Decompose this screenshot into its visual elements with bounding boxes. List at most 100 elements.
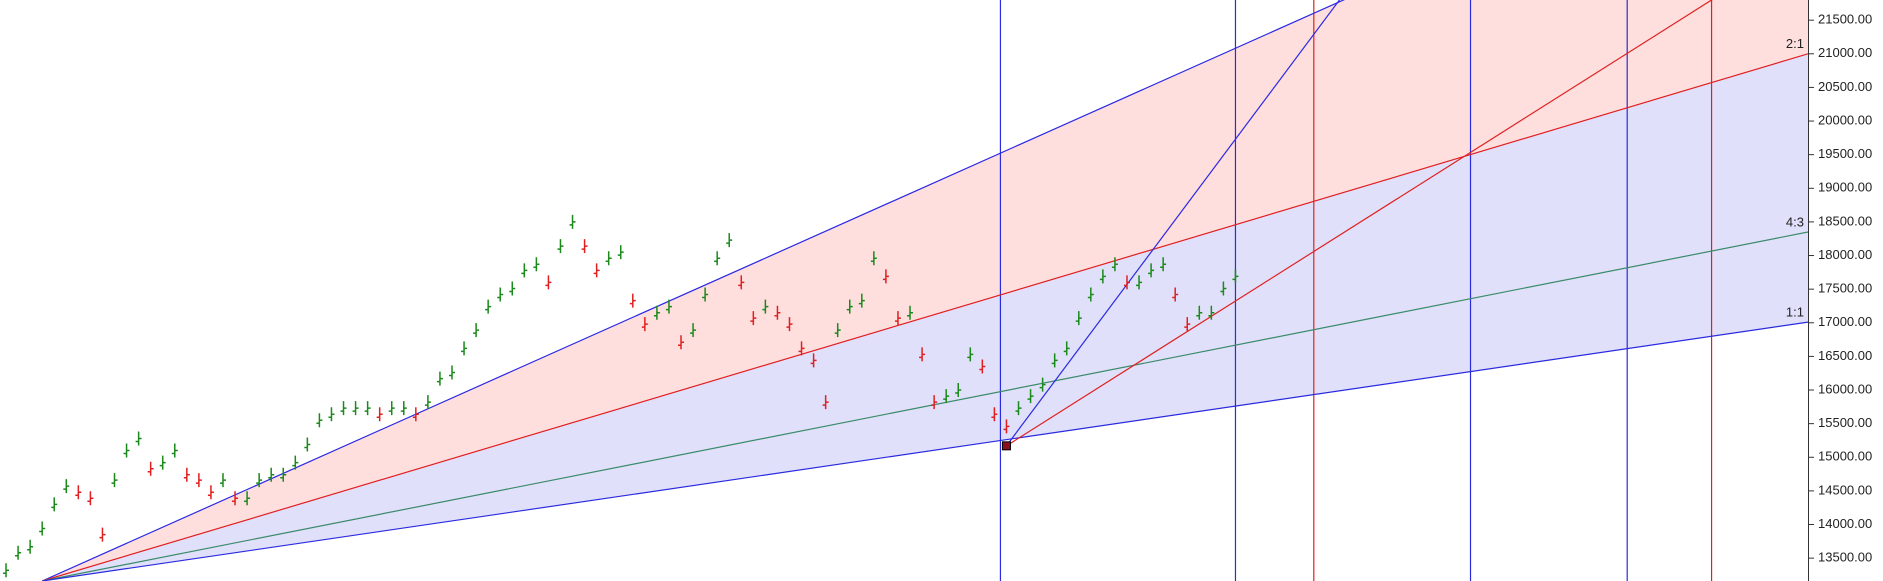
price-bar (702, 287, 709, 302)
y-tick-label: 14000.00 (1818, 516, 1872, 531)
fan-label: 1:1 (1786, 305, 1804, 320)
price-bar (27, 539, 34, 554)
price-bar (183, 467, 190, 482)
price-bar (882, 269, 889, 284)
price-bar (159, 455, 166, 470)
price-bar (328, 407, 335, 422)
price-bar (1136, 275, 1143, 290)
price-bar (569, 214, 576, 229)
y-tick-label: 20500.00 (1818, 79, 1872, 94)
price-bar (581, 239, 588, 254)
price-bar (919, 347, 926, 362)
price-bar (774, 305, 781, 320)
price-bar (907, 305, 914, 320)
price-bar (1160, 257, 1167, 272)
price-bar (653, 305, 660, 320)
price-bar (557, 239, 564, 254)
fan-label: 4:3 (1786, 214, 1804, 229)
price-bar (786, 317, 793, 332)
price-bar (400, 401, 407, 416)
price-bar (304, 437, 311, 452)
price-bar (1063, 341, 1070, 356)
price-bar (509, 281, 516, 296)
price-bar (1184, 317, 1191, 332)
fan-fill (42, 0, 1808, 581)
price-bar (99, 527, 106, 542)
price-bar (738, 275, 745, 290)
price-bar (63, 479, 70, 494)
y-tick-label: 19500.00 (1818, 146, 1872, 161)
price-bar (268, 467, 275, 482)
price-bar (714, 251, 721, 266)
price-bar (51, 497, 58, 512)
price-bar (316, 413, 323, 428)
price-bar (436, 371, 443, 386)
price-bar (665, 299, 672, 314)
price-bar (678, 335, 685, 350)
price-bar (943, 389, 950, 404)
price-bar (256, 473, 263, 488)
axis-background (1808, 0, 1883, 581)
y-tick-label: 14500.00 (1818, 482, 1872, 497)
price-bar (364, 401, 371, 416)
fan-line (42, 53, 1808, 581)
price-bar (822, 395, 829, 410)
pivot-marker (1001, 441, 1011, 451)
y-tick-label: 15500.00 (1818, 415, 1872, 430)
price-bar (750, 311, 757, 326)
price-bar (1123, 275, 1130, 290)
fan-line (1005, 0, 1341, 447)
price-bar (1087, 287, 1094, 302)
price-bar (1015, 401, 1022, 416)
fan-line (42, 321, 1808, 581)
price-bar (1051, 353, 1058, 368)
price-bar (1148, 263, 1155, 278)
price-bar (521, 263, 528, 278)
price-bars (3, 214, 1239, 578)
price-bar (894, 311, 901, 326)
price-bar (846, 299, 853, 314)
price-bar (449, 365, 455, 380)
price-bar (219, 473, 226, 488)
price-bar (412, 407, 419, 422)
price-bar (545, 275, 552, 290)
price-bar (1232, 269, 1239, 284)
price-bar (858, 293, 865, 308)
fan-line (1006, 0, 1713, 447)
price-bar (593, 263, 600, 278)
price-bar (376, 407, 383, 422)
price-bar (1039, 377, 1046, 392)
price-bar (726, 233, 733, 248)
price-bar (135, 431, 142, 446)
price-bar (1220, 281, 1227, 296)
y-tick-label: 17000.00 (1818, 314, 1872, 329)
price-bar (762, 299, 769, 314)
fan-line (41, 0, 1345, 581)
price-bar (1075, 311, 1082, 326)
price-bar (232, 491, 239, 506)
y-tick-label: 21000.00 (1818, 45, 1872, 60)
price-bar (292, 455, 299, 470)
y-tick-label: 16000.00 (1818, 381, 1872, 396)
fills (42, 0, 1808, 581)
price-bar (195, 473, 202, 488)
price-bar (1027, 389, 1034, 404)
y-tick-label: 13500.00 (1818, 550, 1872, 565)
fan-label: 2:1 (1786, 36, 1804, 51)
price-bar (75, 485, 82, 500)
price-bar (352, 401, 359, 416)
price-bar (967, 347, 974, 362)
y-tick-label: 21500.00 (1818, 12, 1872, 27)
price-bar (1003, 419, 1010, 434)
price-bar (641, 317, 648, 332)
price-bar (955, 383, 962, 398)
price-bar (605, 251, 612, 266)
price-bar (280, 467, 287, 482)
price-bar (1172, 287, 1179, 302)
fan-line (42, 231, 1808, 581)
y-tick-label: 17500.00 (1818, 281, 1872, 296)
price-bar (171, 443, 178, 458)
price-bar (1099, 269, 1106, 284)
price-bar (617, 245, 624, 260)
